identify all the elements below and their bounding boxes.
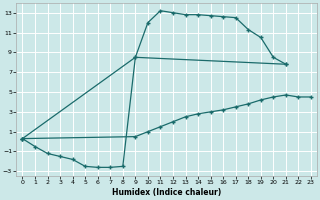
X-axis label: Humidex (Indice chaleur): Humidex (Indice chaleur) [112, 188, 221, 197]
